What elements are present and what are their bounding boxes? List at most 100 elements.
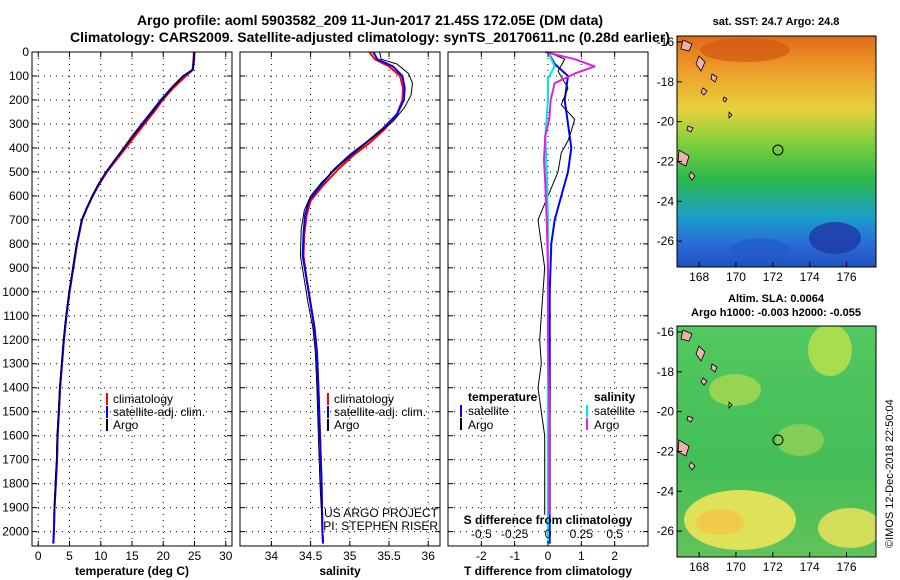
lat-tick-label: -18 — [657, 365, 675, 379]
lon-tick-label: 168 — [689, 560, 709, 574]
legend-t-satellite: satellite — [468, 404, 509, 418]
imos-watermark: ©IMOS 12-Dec-2018 22:50:04 — [884, 399, 896, 548]
lat-tick-label: -24 — [657, 484, 675, 498]
depth-tick-label: 1100 — [3, 309, 29, 323]
sst-map-title: sat. SST: 24.7 Argo: 24.8 — [713, 16, 840, 28]
series-line-argo — [299, 51, 413, 515]
series-line-s-argo — [543, 51, 596, 515]
sla-high-patch — [709, 374, 761, 406]
depth-tick-label: 200 — [9, 93, 29, 107]
temperature-frame — [31, 51, 233, 547]
depth-tick-label: 400 — [9, 141, 29, 155]
series-line-climatology — [52, 51, 195, 544]
depth-tick-label: 1400 — [2, 381, 29, 395]
x-tick-label: -1 — [509, 549, 520, 563]
sst-island-group — [680, 39, 728, 133]
lat-tick-label: -24 — [657, 194, 675, 208]
temperature-xlabel: temperature (deg C) — [75, 564, 189, 578]
difference-panel: -2 -1 0 1 2 -0.5 -0.25 0 0.25 0.5 T difference fr… — [447, 51, 649, 578]
x-tick-label: 36 — [422, 549, 436, 563]
x-tick-label: -2 — [476, 549, 487, 563]
legend-t-argo: Argo — [468, 418, 494, 432]
difference-legend: temperature satellite Argo salinity sate… — [460, 390, 636, 432]
x-tick-label: 0 — [35, 549, 42, 563]
lat-tick-label: -16 — [657, 35, 675, 49]
credit-project: US ARGO PROJECT — [324, 506, 439, 520]
sla-map: Altim. SLA: 0.0064 Argo h1000: -0.003 h2… — [657, 293, 877, 574]
title-line-1: Argo profile: aoml 5903582_209 11-Jun-20… — [137, 12, 603, 28]
depth-tick-label: 1000 — [2, 285, 29, 299]
legend-satellite: satellite-adj. clim. — [334, 405, 426, 419]
salinity-panel: 34 34.5 35 35.5 36 salinity climatology sate… — [239, 51, 441, 578]
lon-tick-label: 176 — [837, 270, 857, 284]
legend-satellite: satellite-adj. clim. — [113, 405, 205, 419]
lon-tick-label: 170 — [726, 270, 746, 284]
temperature-panel: 0100200300400500600700800900100011001200… — [2, 45, 232, 578]
depth-tick-label: 1900 — [2, 501, 29, 515]
sst-map-frame — [676, 35, 877, 268]
credit-pi: PI: STEPHEN RISER — [323, 519, 438, 533]
salinity-legend: climatology satellite-adj. clim. Argo — [327, 392, 426, 432]
lon-tick-label: 176 — [837, 560, 857, 574]
series-line-t-satellite — [547, 51, 573, 544]
x-tick-label: 2 — [611, 549, 618, 563]
lat-tick-label: -26 — [657, 524, 675, 538]
x-tick-label: 5 — [66, 549, 73, 563]
sst-warm-patch — [700, 38, 790, 62]
top-x-tick-label: -0.25 — [501, 527, 529, 541]
lon-tick-label: 168 — [689, 270, 709, 284]
sla-island-group — [680, 329, 718, 423]
series-line-satellite-adj-clim- — [52, 51, 196, 544]
title-line-2: Climatology: CARS2009. Satellite-adjuste… — [70, 29, 670, 45]
lat-tick-label: -18 — [657, 75, 675, 89]
lat-tick-label: -22 — [657, 444, 675, 458]
depth-tick-label: 0 — [22, 45, 29, 59]
sst-cool-patch — [809, 222, 861, 254]
sla-island-group — [677, 401, 733, 471]
difference-xlabel: T difference from climatology — [464, 564, 632, 578]
sst-map: sat. SST: 24.7 Argo: 24.8 168 170 172 174 17… — [657, 16, 877, 284]
legend-temperature-title: temperature — [468, 390, 538, 404]
depth-tick-label: 1300 — [2, 357, 29, 371]
depth-tick-label: 100 — [9, 69, 29, 83]
lon-tick-label: 172 — [763, 560, 783, 574]
x-tick-label: 25 — [188, 549, 202, 563]
sst-profile-marker — [772, 144, 784, 156]
x-tick-label: 1 — [578, 549, 585, 563]
sst-island-group — [677, 111, 733, 181]
lat-tick-label: -22 — [657, 154, 675, 168]
sla-map-subtitle: Argo h1000: -0.003 h2000: -0.055 — [691, 307, 861, 319]
x-tick-label: 15 — [125, 549, 139, 563]
legend-salinity-title: salinity — [594, 390, 636, 404]
depth-tick-label: 1700 — [2, 453, 29, 467]
x-tick-label: 35.5 — [377, 549, 401, 563]
difference-frame — [447, 51, 649, 547]
lon-tick-label: 170 — [726, 560, 746, 574]
x-tick-label: 35 — [343, 549, 357, 563]
sst-cool-patch — [730, 238, 790, 262]
legend-argo: Argo — [113, 418, 139, 432]
salinity-frame — [239, 51, 441, 547]
temperature-legend: climatology satellite-adj. clim. Argo — [106, 392, 205, 432]
sla-high-patch — [808, 326, 852, 376]
lon-tick-label: 174 — [800, 560, 820, 574]
x-tick-label: 0 — [545, 549, 552, 563]
legend-s-argo: Argo — [594, 418, 620, 432]
lat-tick-label: -20 — [657, 115, 675, 129]
depth-tick-label: 1800 — [2, 477, 29, 491]
top-x-tick-label: -0.5 — [471, 527, 492, 541]
depth-tick-label: 700 — [9, 213, 29, 227]
legend-argo: Argo — [334, 418, 360, 432]
depth-tick-label: 500 — [9, 165, 29, 179]
lat-tick-label: -16 — [657, 325, 675, 339]
depth-tick-label: 1200 — [2, 333, 29, 347]
depth-tick-label: 1500 — [2, 405, 29, 419]
depth-tick-label: 800 — [9, 237, 29, 251]
x-tick-label: 30 — [219, 549, 233, 563]
x-tick-label: 34.5 — [299, 549, 323, 563]
sla-high-patch — [818, 508, 876, 548]
x-tick-label: 10 — [94, 549, 108, 563]
x-tick-label: 20 — [157, 549, 171, 563]
lon-tick-label: 172 — [763, 270, 783, 284]
